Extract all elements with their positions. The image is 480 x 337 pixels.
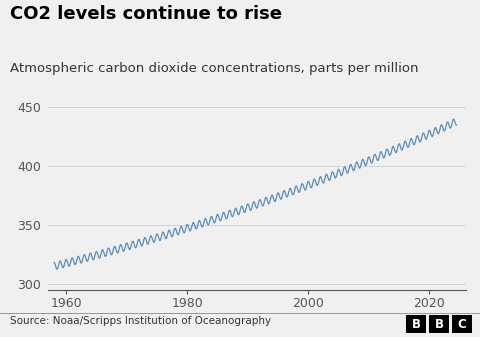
Text: B: B <box>411 318 420 331</box>
Text: B: B <box>434 318 444 331</box>
Text: CO2 levels continue to rise: CO2 levels continue to rise <box>10 5 282 23</box>
Text: C: C <box>457 318 467 331</box>
Text: Atmospheric carbon dioxide concentrations, parts per million: Atmospheric carbon dioxide concentration… <box>10 62 418 75</box>
Text: Source: Noaa/Scripps Institution of Oceanography: Source: Noaa/Scripps Institution of Ocea… <box>10 316 271 326</box>
